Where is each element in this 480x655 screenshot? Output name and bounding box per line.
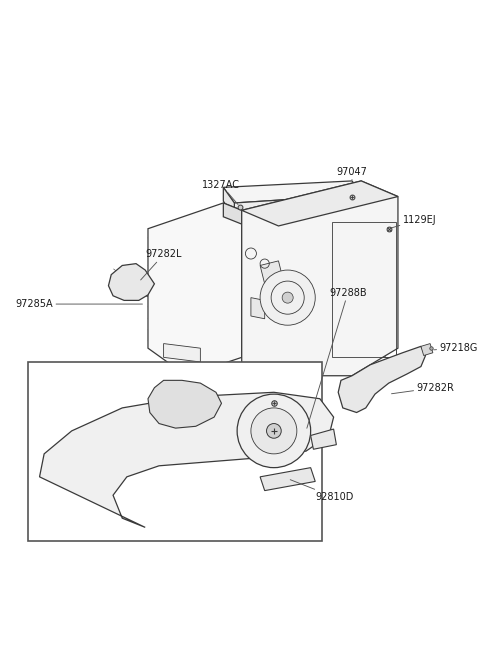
Circle shape bbox=[282, 292, 293, 303]
Polygon shape bbox=[242, 181, 398, 376]
Circle shape bbox=[237, 394, 311, 468]
Polygon shape bbox=[223, 181, 363, 203]
Polygon shape bbox=[251, 297, 264, 319]
Polygon shape bbox=[223, 203, 242, 224]
Text: 97218G: 97218G bbox=[434, 343, 478, 353]
Polygon shape bbox=[108, 263, 155, 301]
Polygon shape bbox=[260, 468, 315, 491]
Polygon shape bbox=[311, 429, 336, 449]
Circle shape bbox=[251, 408, 297, 454]
Polygon shape bbox=[260, 261, 283, 284]
Polygon shape bbox=[421, 344, 433, 356]
Polygon shape bbox=[223, 187, 234, 217]
Text: 97285A: 97285A bbox=[16, 299, 143, 309]
Polygon shape bbox=[242, 181, 398, 226]
Polygon shape bbox=[148, 381, 221, 428]
Polygon shape bbox=[234, 195, 363, 217]
FancyBboxPatch shape bbox=[27, 362, 322, 541]
Text: 1327AC: 1327AC bbox=[202, 179, 240, 204]
Circle shape bbox=[266, 424, 281, 438]
Text: 97282L: 97282L bbox=[141, 250, 182, 280]
Polygon shape bbox=[338, 346, 425, 413]
Text: 97288B: 97288B bbox=[307, 288, 367, 428]
Text: 97047: 97047 bbox=[336, 167, 367, 180]
Text: 97282R: 97282R bbox=[392, 383, 454, 394]
Polygon shape bbox=[164, 344, 200, 362]
Text: 92810D: 92810D bbox=[290, 479, 354, 502]
Circle shape bbox=[260, 270, 315, 325]
Polygon shape bbox=[148, 203, 242, 376]
Polygon shape bbox=[39, 392, 334, 527]
Text: 1129EJ: 1129EJ bbox=[391, 215, 436, 228]
